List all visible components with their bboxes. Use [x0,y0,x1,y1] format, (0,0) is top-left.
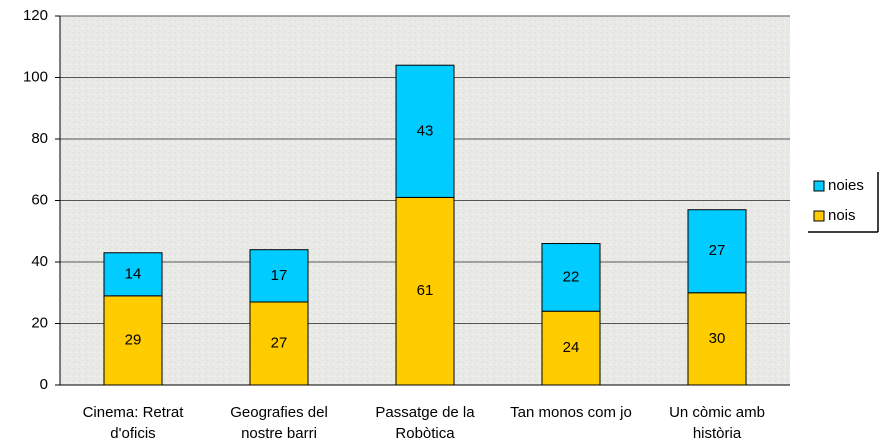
bar-segment [541,310,601,386]
bar-segment [103,252,163,297]
data-label: 27 [709,242,726,259]
x-tick-label: Cinema: Retrat d'oficis [82,404,184,442]
y-tick-label: 40 [31,253,48,270]
legend-swatch [813,210,825,222]
data-label: 22 [563,268,580,285]
y-tick-label: 120 [23,7,48,24]
bar-segment [395,64,455,198]
x-tick-label: Passatge de la Robòtica [375,404,475,442]
y-tick-label: 60 [31,191,48,208]
bar-segment [249,249,309,303]
data-label: 43 [417,122,434,139]
bar-segment [249,301,309,386]
data-label: 24 [563,339,580,356]
bar-segment [395,196,455,386]
legend-swatch [813,180,825,192]
legend-label: noies [828,177,864,194]
x-tick-label: Geografies del nostre barri [230,404,328,442]
bar-segment [541,243,601,312]
bar-segment [687,292,747,386]
data-label: 29 [125,331,142,348]
y-tick-label: 100 [23,68,48,85]
data-label: 17 [271,267,288,284]
x-tick-label: Un còmic amb història [669,404,765,442]
bar-segment [687,209,747,294]
y-tick-label: 80 [31,130,48,147]
data-label: 61 [417,282,434,299]
legend-label: nois [828,207,856,224]
x-tick-label: Tan monos com jo [510,404,632,421]
y-tick-label: 0 [40,376,48,393]
data-label: 14 [125,265,142,282]
data-label: 30 [709,330,726,347]
data-label: 27 [271,334,288,351]
y-tick-label: 20 [31,314,48,331]
